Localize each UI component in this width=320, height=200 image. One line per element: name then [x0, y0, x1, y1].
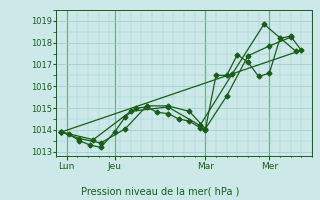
Text: Pression niveau de la mer( hPa ): Pression niveau de la mer( hPa ): [81, 186, 239, 196]
